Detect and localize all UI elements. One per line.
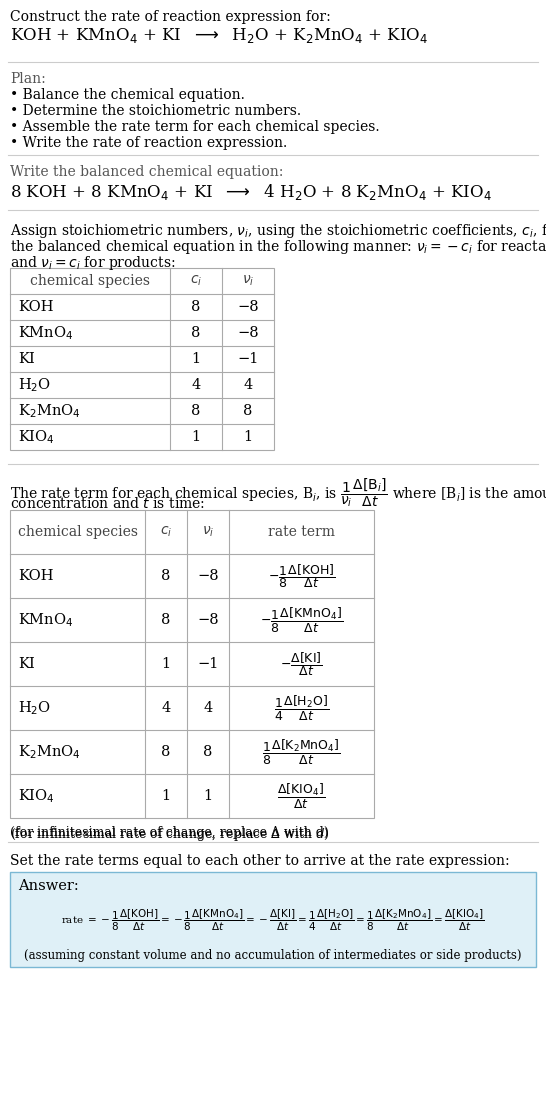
Text: $\nu_i$: $\nu_i$ [242,274,254,288]
Text: the balanced chemical equation in the following manner: $\nu_i = -c_i$ for react: the balanced chemical equation in the fo… [10,238,546,256]
Text: −1: −1 [197,657,219,671]
Text: K$_2$MnO$_4$: K$_2$MnO$_4$ [18,743,80,761]
FancyBboxPatch shape [10,872,536,967]
Text: • Write the rate of reaction expression.: • Write the rate of reaction expression. [10,136,287,150]
Text: The rate term for each chemical species, B$_i$, is $\dfrac{1}{\nu_i}\dfrac{\Delt: The rate term for each chemical species,… [10,476,546,509]
Text: 1: 1 [162,790,170,803]
Text: 8: 8 [161,613,171,627]
Text: 4: 4 [162,701,170,715]
Text: 8: 8 [191,404,201,418]
Text: • Balance the chemical equation.: • Balance the chemical equation. [10,88,245,102]
Text: KMnO$_4$: KMnO$_4$ [18,612,73,629]
Text: 4: 4 [244,378,253,393]
Text: 1: 1 [162,657,170,671]
Text: 8: 8 [203,745,213,759]
Text: K$_2$MnO$_4$: K$_2$MnO$_4$ [18,403,80,420]
Text: KI: KI [18,353,35,366]
Text: $\dfrac{1}{8}\dfrac{\Delta[\mathrm{K_2MnO_4}]}{\Delta t}$: $\dfrac{1}{8}\dfrac{\Delta[\mathrm{K_2Mn… [262,737,341,766]
Text: 8 KOH + 8 KMnO$_4$ + KI  $\longrightarrow$  4 H$_2$O + 8 K$_2$MnO$_4$ + KIO$_4$: 8 KOH + 8 KMnO$_4$ + KI $\longrightarrow… [10,182,492,202]
Text: 4: 4 [192,378,200,393]
Text: H$_2$O: H$_2$O [18,699,51,717]
Text: and $\nu_i = c_i$ for products:: and $\nu_i = c_i$ for products: [10,254,175,272]
Text: concentration and $t$ is time:: concentration and $t$ is time: [10,496,205,512]
Text: −8: −8 [197,613,219,627]
Text: $c_i$: $c_i$ [190,274,202,288]
Text: 1: 1 [204,790,212,803]
Text: KOH: KOH [18,300,54,314]
Text: $-\dfrac{1}{8}\dfrac{\Delta[\mathrm{KOH}]}{\Delta t}$: $-\dfrac{1}{8}\dfrac{\Delta[\mathrm{KOH}… [268,562,335,590]
Text: KMnO$_4$: KMnO$_4$ [18,325,73,341]
Text: 1: 1 [244,430,253,444]
Text: 8: 8 [191,326,201,340]
Text: Write the balanced chemical equation:: Write the balanced chemical equation: [10,165,283,179]
Text: (for infinitesimal rate of change, replace $\Delta$ with $d$): (for infinitesimal rate of change, repla… [10,826,329,843]
Text: 8: 8 [161,745,171,759]
Text: • Assemble the rate term for each chemical species.: • Assemble the rate term for each chemic… [10,120,379,135]
Text: $-\dfrac{1}{8}\dfrac{\Delta[\mathrm{KMnO_4}]}{\Delta t}$: $-\dfrac{1}{8}\dfrac{\Delta[\mathrm{KMnO… [260,606,343,635]
Bar [10,268,274,450]
Text: −8: −8 [197,569,219,583]
Text: 8: 8 [191,300,201,314]
Text: 1: 1 [192,353,200,366]
Text: rate $= -\dfrac{1}{8}\dfrac{\Delta[\mathrm{KOH}]}{\Delta t} = -\dfrac{1}{8}\dfra: rate $= -\dfrac{1}{8}\dfrac{\Delta[\math… [61,907,485,933]
Text: $c_i$: $c_i$ [160,525,172,539]
Text: KI: KI [18,657,35,671]
Text: (for infinitesimal rate of change, replace Δ with d): (for infinitesimal rate of change, repla… [10,826,329,838]
Text: rate term: rate term [268,525,335,539]
Text: Assign stoichiometric numbers, $\nu_i$, using the stoichiometric coefficients, $: Assign stoichiometric numbers, $\nu_i$, … [10,222,546,240]
Text: 1: 1 [192,430,200,444]
Text: −1: −1 [238,353,259,366]
Text: $\nu_i$: $\nu_i$ [202,525,214,539]
Text: Answer:: Answer: [18,878,79,893]
Text: −8: −8 [237,326,259,340]
Text: (assuming constant volume and no accumulation of intermediates or side products): (assuming constant volume and no accumul… [24,949,522,962]
Text: KIO$_4$: KIO$_4$ [18,787,55,805]
Text: chemical species: chemical species [30,274,150,288]
Text: KOH: KOH [18,569,54,583]
Text: −8: −8 [237,300,259,314]
Text: KOH + KMnO$_4$ + KI  $\longrightarrow$  H$_2$O + K$_2$MnO$_4$ + KIO$_4$: KOH + KMnO$_4$ + KI $\longrightarrow$ H$… [10,26,429,44]
Bar [10,510,374,818]
Text: H$_2$O: H$_2$O [18,376,51,394]
Text: chemical species: chemical species [17,525,138,539]
Text: $\dfrac{1}{4}\dfrac{\Delta[\mathrm{H_2O}]}{\Delta t}$: $\dfrac{1}{4}\dfrac{\Delta[\mathrm{H_2O}… [274,694,329,723]
Text: • Determine the stoichiometric numbers.: • Determine the stoichiometric numbers. [10,105,301,118]
Text: Set the rate terms equal to each other to arrive at the rate expression:: Set the rate terms equal to each other t… [10,854,509,868]
Text: $\dfrac{\Delta[\mathrm{KIO_4}]}{\Delta t}$: $\dfrac{\Delta[\mathrm{KIO_4}]}{\Delta t… [277,782,325,811]
Text: Plan:: Plan: [10,72,46,86]
Text: $-\dfrac{\Delta[\mathrm{KI}]}{\Delta t}$: $-\dfrac{\Delta[\mathrm{KI}]}{\Delta t}$ [280,651,323,678]
Text: KIO$_4$: KIO$_4$ [18,428,55,446]
Text: Construct the rate of reaction expression for:: Construct the rate of reaction expressio… [10,10,331,24]
Text: 8: 8 [244,404,253,418]
Text: 8: 8 [161,569,171,583]
Text: 4: 4 [203,701,212,715]
